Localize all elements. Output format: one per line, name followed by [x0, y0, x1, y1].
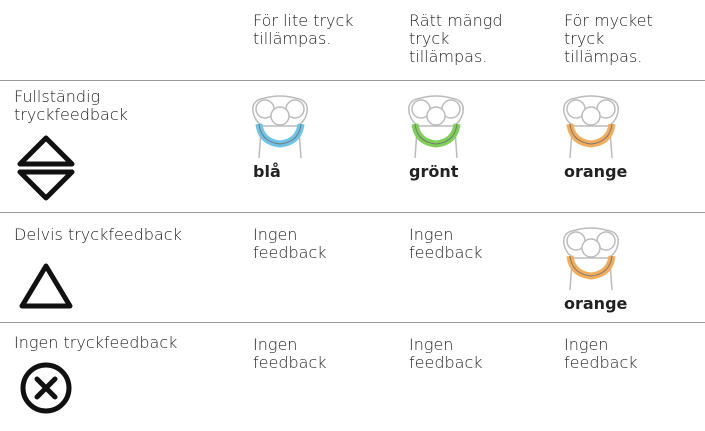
cell-text: Ingen feedback — [409, 335, 483, 372]
cell-text: Ingen feedback — [253, 335, 327, 372]
shaver-head — [408, 95, 464, 159]
color-label: blå — [253, 162, 281, 181]
full-feedback-icon — [17, 135, 75, 201]
color-label: orange — [564, 162, 628, 181]
header-cell: Rätt mängd tryck tillämpas. — [409, 11, 503, 66]
no-feedback-icon — [20, 362, 72, 414]
header-cell: För lite tryck tillämpas. — [253, 11, 354, 48]
row-label: Ingen tryckfeedback — [14, 333, 178, 352]
shaver-head — [563, 227, 619, 291]
header-cell: För mycket tryck tillämpas. — [564, 11, 653, 66]
color-label: grönt — [409, 162, 459, 181]
cell-text: Ingen feedback — [564, 335, 638, 372]
row-divider — [0, 212, 705, 213]
row-label: Delvis tryckfeedback — [14, 225, 182, 244]
row-divider — [0, 322, 705, 323]
partial-feedback-icon — [19, 263, 73, 309]
shaver-head — [252, 95, 308, 159]
cell-text: Ingen feedback — [253, 225, 327, 262]
shaver-head — [563, 95, 619, 159]
color-label: orange — [564, 294, 628, 313]
cell-text: Ingen feedback — [409, 225, 483, 262]
row-label: Fullständig tryckfeedback — [14, 87, 128, 124]
row-divider — [0, 80, 705, 81]
